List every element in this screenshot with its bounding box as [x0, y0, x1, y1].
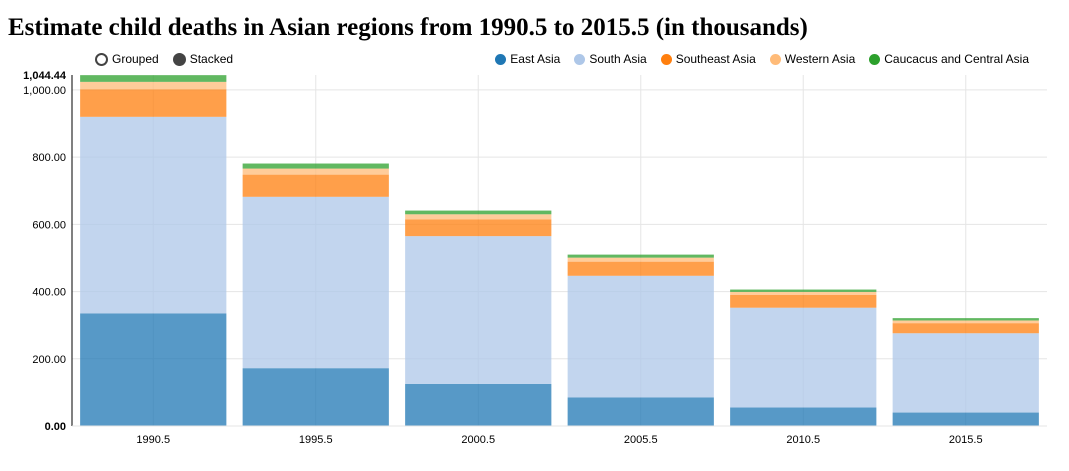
- legend-item-south-asia[interactable]: South Asia: [574, 52, 647, 66]
- chart-title: Estimate child deaths in Asian regions f…: [8, 14, 808, 41]
- legend-item-east-asia[interactable]: East Asia: [495, 52, 560, 66]
- bar-segment-east-asia[interactable]: [80, 313, 227, 426]
- x-tick-label: 2000.5: [461, 434, 495, 446]
- bar-segment-southeast-asia[interactable]: [80, 89, 227, 117]
- stacked-option[interactable]: Stacked: [172, 52, 234, 66]
- x-tick-label: 2005.5: [624, 434, 658, 446]
- bar-segment-caucacus-and-central-asia[interactable]: [80, 75, 227, 82]
- bar-segment-caucacus-and-central-asia[interactable]: [730, 289, 877, 292]
- bar-segment-southeast-asia[interactable]: [567, 261, 714, 276]
- legend-dot-icon: [495, 53, 507, 65]
- y-max-label: 1,044.44: [23, 70, 67, 82]
- legend-label: East Asia: [510, 52, 561, 66]
- x-tick-label: 2010.5: [786, 434, 820, 446]
- bar-segment-western-asia[interactable]: [405, 214, 552, 220]
- legend-dot-icon: [869, 53, 881, 65]
- bar-segment-western-asia[interactable]: [567, 257, 714, 262]
- bar-segment-western-asia[interactable]: [80, 81, 227, 90]
- legend-label: Southeast Asia: [675, 52, 756, 66]
- legend-dot-icon: [660, 53, 672, 65]
- y-tick-label: 400.00: [32, 287, 66, 299]
- bar-segment-east-asia[interactable]: [242, 368, 389, 426]
- bar-segment-east-asia[interactable]: [567, 397, 714, 426]
- x-tick-label: 2015.5: [949, 434, 983, 446]
- y-tick-label: 200.00: [32, 354, 66, 366]
- bar-segment-east-asia[interactable]: [892, 412, 1039, 426]
- legend-dot-icon: [574, 53, 586, 65]
- layout-controls: Grouped Stacked: [95, 52, 233, 66]
- legend-label: South Asia: [589, 52, 647, 66]
- bar-segment-southeast-asia[interactable]: [405, 219, 552, 237]
- y-tick-label: 800.00: [32, 152, 66, 164]
- y-tick-label: 1,000.00: [23, 85, 66, 97]
- bar-segment-southeast-asia[interactable]: [730, 294, 877, 308]
- bar-segment-south-asia[interactable]: [567, 275, 714, 398]
- legend-item-southeast-asia[interactable]: Southeast Asia: [660, 52, 756, 66]
- legend-item-western-asia[interactable]: Western Asia: [769, 52, 856, 66]
- bar-segment-southeast-asia[interactable]: [892, 323, 1039, 334]
- x-tick-label: 1995.5: [299, 434, 333, 446]
- bar-segment-east-asia[interactable]: [730, 407, 877, 426]
- bar-segment-western-asia[interactable]: [242, 168, 389, 175]
- legend-label: Western Asia: [784, 52, 856, 66]
- bar-segment-south-asia[interactable]: [242, 196, 389, 369]
- bar-segment-western-asia[interactable]: [892, 320, 1039, 324]
- bar-segment-caucacus-and-central-asia[interactable]: [242, 163, 389, 169]
- legend-item-caucacus-central-asia[interactable]: Caucacus and Central Asia: [869, 52, 1029, 66]
- stacked-radio-icon[interactable]: [172, 52, 186, 66]
- x-tick-label: 1990.5: [136, 434, 170, 446]
- stacked-label: Stacked: [189, 52, 234, 66]
- bar-segment-east-asia[interactable]: [405, 383, 552, 426]
- grouped-label: Grouped: [112, 52, 159, 66]
- bar-segment-caucacus-and-central-asia[interactable]: [567, 254, 714, 258]
- bar-segment-south-asia[interactable]: [405, 236, 552, 384]
- y-tick-label: 600.00: [32, 219, 66, 231]
- bar-segment-caucacus-and-central-asia[interactable]: [892, 318, 1039, 321]
- bar-segment-south-asia[interactable]: [80, 116, 227, 314]
- grouped-option[interactable]: Grouped: [95, 52, 159, 66]
- bar-segment-south-asia[interactable]: [730, 307, 877, 408]
- bar-segment-western-asia[interactable]: [730, 291, 877, 295]
- bar-segment-southeast-asia[interactable]: [242, 174, 389, 197]
- bar-segment-caucacus-and-central-asia[interactable]: [405, 210, 552, 215]
- y-tick-label: 0.00: [45, 421, 66, 433]
- grouped-radio-icon[interactable]: [95, 52, 108, 66]
- legend-label: Caucacus and Central Asia: [884, 52, 1029, 66]
- legend: East Asia South Asia Southeast Asia West…: [495, 52, 1029, 66]
- legend-dot-icon: [769, 53, 781, 65]
- bar-segment-south-asia[interactable]: [892, 333, 1039, 413]
